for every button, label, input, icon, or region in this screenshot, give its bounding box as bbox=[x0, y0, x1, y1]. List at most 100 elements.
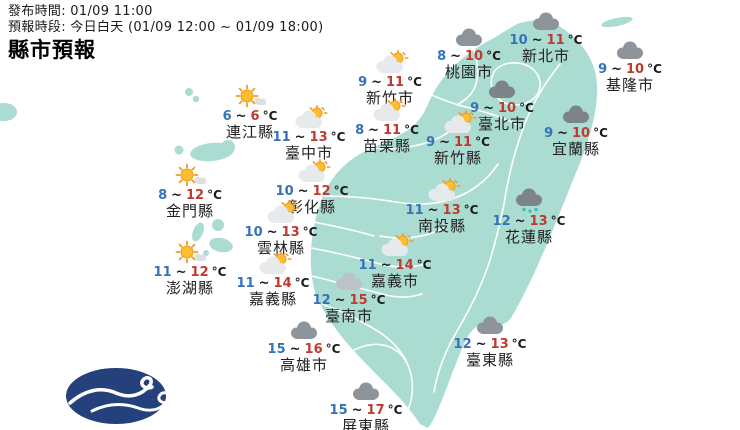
high-temperature: 10 bbox=[498, 101, 517, 116]
range-separator: ~ bbox=[334, 293, 346, 308]
temperature-range: 11 ~14 °C bbox=[237, 276, 310, 291]
range-separator: ~ bbox=[475, 337, 487, 352]
range-separator: ~ bbox=[368, 123, 380, 138]
station-taipei[interactable]: 9 ~10 °C 臺北市 bbox=[447, 76, 557, 133]
temperature-range: 15 ~16 °C bbox=[268, 342, 341, 357]
range-separator: ~ bbox=[266, 225, 278, 240]
station-pingtung[interactable]: 15 ~17 °C 屏東縣 bbox=[311, 378, 421, 430]
station-chiayi-county[interactable]: 11 ~14 °C 嘉義縣 bbox=[218, 251, 328, 308]
cloudy-dark-icon bbox=[484, 76, 520, 100]
range-separator: ~ bbox=[235, 109, 247, 124]
low-temperature: 8 bbox=[437, 49, 447, 64]
low-temperature: 8 bbox=[355, 123, 365, 138]
header: 發布時間: 01/09 11:00 預報時段: 今日白天 (01/09 12:0… bbox=[8, 4, 323, 62]
low-temperature: 12 bbox=[312, 293, 331, 308]
low-temperature: 9 bbox=[470, 101, 480, 116]
high-temperature: 11 bbox=[386, 75, 405, 90]
sun-cloud-icon bbox=[170, 163, 210, 187]
temperature-unit: °C bbox=[550, 214, 566, 228]
station-new-taipei[interactable]: 10 ~11 °C 新北市 bbox=[491, 8, 601, 65]
temperature-range: 10 ~13 °C bbox=[245, 225, 318, 240]
high-temperature: 11 bbox=[383, 123, 402, 138]
low-temperature: 11 bbox=[236, 276, 255, 291]
partly-cloudy-icon bbox=[262, 200, 300, 224]
high-temperature: 13 bbox=[281, 225, 300, 240]
partly-cloudy-icon bbox=[371, 50, 409, 74]
station-name: 彰化縣 bbox=[287, 198, 336, 216]
station-taichung[interactable]: 11 ~13 °C 臺中市 bbox=[254, 105, 364, 162]
high-temperature: 11 bbox=[546, 33, 565, 48]
range-separator: ~ bbox=[450, 49, 462, 64]
temperature-range: 9 ~10 °C bbox=[598, 62, 662, 77]
cloudy-icon bbox=[528, 8, 564, 32]
station-name: 金門縣 bbox=[165, 202, 214, 220]
range-separator: ~ bbox=[371, 75, 383, 90]
station-name: 宜蘭縣 bbox=[551, 140, 600, 158]
station-kaohsiung[interactable]: 15 ~16 °C 高雄市 bbox=[249, 317, 359, 374]
kinmen-island bbox=[174, 140, 235, 162]
station-name: 高雄市 bbox=[279, 356, 328, 374]
temperature-unit: °C bbox=[593, 126, 608, 140]
temperature-unit: °C bbox=[463, 203, 479, 217]
range-separator: ~ bbox=[439, 135, 451, 150]
station-name: 臺東縣 bbox=[465, 351, 514, 369]
station-name: 臺中市 bbox=[284, 144, 333, 162]
temperature-unit: °C bbox=[519, 101, 534, 115]
temperature-unit: °C bbox=[475, 135, 490, 149]
station-tainan[interactable]: 12 ~15 °C 臺南市 bbox=[294, 268, 404, 325]
temperature-unit: °C bbox=[302, 225, 318, 239]
station-yunlin[interactable]: 10 ~13 °C 雲林縣 bbox=[226, 200, 336, 257]
page-title: 縣市預報 bbox=[8, 38, 96, 62]
high-temperature: 16 bbox=[304, 342, 323, 357]
station-name: 臺南市 bbox=[324, 307, 373, 325]
station-name: 澎湖縣 bbox=[165, 279, 214, 297]
station-miaoli[interactable]: 8 ~11 °C 苗栗縣 bbox=[332, 98, 442, 155]
station-taitung[interactable]: 12 ~13 °C 臺東縣 bbox=[435, 312, 545, 369]
high-temperature: 13 bbox=[529, 214, 548, 229]
station-name: 基隆市 bbox=[605, 76, 654, 94]
temperature-unit: °C bbox=[416, 258, 432, 272]
station-kinmen[interactable]: 8 ~12 °C 金門縣 bbox=[135, 163, 245, 220]
temperature-unit: °C bbox=[370, 293, 386, 307]
station-taoyuan[interactable]: 8 ~10 °C 桃園市 bbox=[414, 24, 524, 81]
offshore-islet bbox=[601, 16, 633, 28]
station-keelung[interactable]: 9 ~10 °C 基隆市 bbox=[575, 37, 685, 94]
release-time: 發布時間: 01/09 11:00 bbox=[8, 4, 153, 19]
low-temperature: 10 bbox=[244, 225, 263, 240]
range-separator: ~ bbox=[175, 265, 187, 280]
high-temperature: 6 bbox=[250, 109, 260, 124]
cloudy-icon bbox=[286, 317, 322, 341]
temperature-unit: °C bbox=[404, 123, 419, 137]
station-lienchiang[interactable]: 6 ~6 °C 連江縣 bbox=[195, 84, 305, 141]
partly-cloudy-icon bbox=[290, 105, 328, 129]
station-penghu[interactable]: 11 ~12 °C 澎湖縣 bbox=[135, 240, 245, 297]
partly-cloudy-icon bbox=[423, 178, 461, 202]
low-temperature: 11 bbox=[358, 258, 377, 273]
temperature-range: 15 ~17 °C bbox=[330, 403, 403, 418]
range-separator: ~ bbox=[483, 101, 495, 116]
high-temperature: 14 bbox=[395, 258, 414, 273]
station-name: 屏東縣 bbox=[341, 417, 390, 430]
station-nantou[interactable]: 11 ~13 °C 南投縣 bbox=[387, 178, 497, 235]
range-separator: ~ bbox=[557, 126, 569, 141]
temperature-range: 11 ~13 °C bbox=[406, 203, 479, 218]
station-name: 雲林縣 bbox=[256, 239, 305, 257]
station-hsinchu-county[interactable]: 9 ~11 °C 新竹縣 bbox=[403, 110, 513, 167]
cwb-wave-logo bbox=[66, 368, 171, 424]
cloudy-icon bbox=[612, 37, 648, 61]
low-temperature: 9 bbox=[598, 62, 608, 77]
county-borders bbox=[310, 37, 561, 411]
station-yilan[interactable]: 9 ~10 °C 宜蘭縣 bbox=[521, 101, 631, 158]
range-separator: ~ bbox=[297, 184, 309, 199]
station-hualien[interactable]: 12 ~13 °C 花蓮縣 bbox=[474, 188, 584, 246]
high-temperature: 13 bbox=[490, 337, 509, 352]
temperature-range: 9 ~10 °C bbox=[470, 101, 534, 116]
temperature-range: 12 ~15 °C bbox=[313, 293, 386, 308]
station-changhua[interactable]: 10 ~12 °C 彰化縣 bbox=[257, 159, 367, 216]
temperature-range: 8 ~12 °C bbox=[158, 188, 222, 203]
temperature-unit: °C bbox=[333, 184, 349, 198]
station-chiayi-city[interactable]: 11 ~14 °C 嘉義市 bbox=[340, 233, 450, 290]
low-temperature: 15 bbox=[329, 403, 348, 418]
